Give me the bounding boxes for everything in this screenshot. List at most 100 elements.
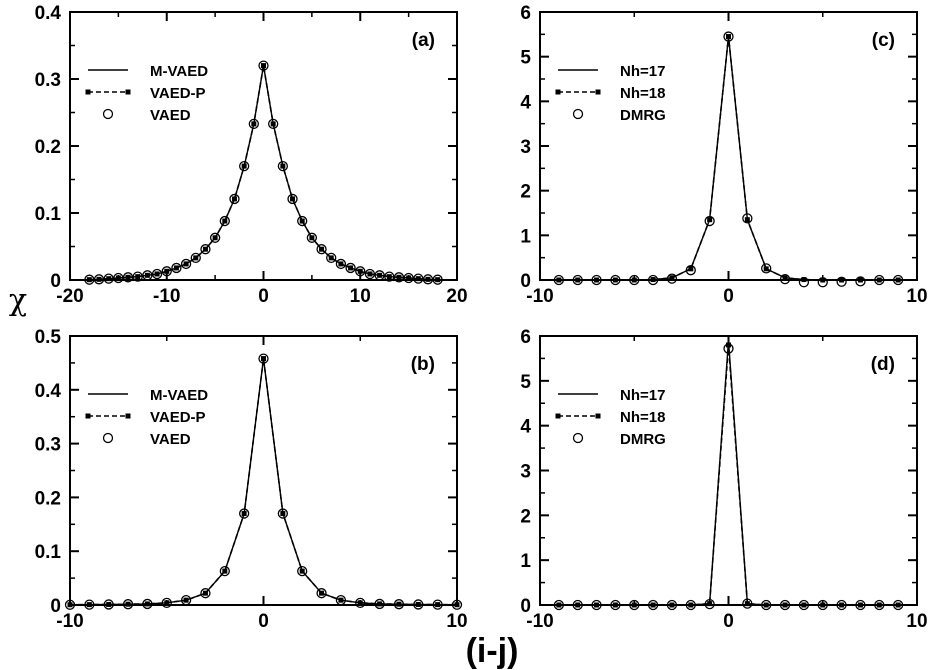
plot-frame [539, 335, 918, 606]
data-point-circle [874, 599, 885, 611]
legend-marker-square [125, 89, 131, 95]
data-point-circle [238, 508, 250, 519]
data-point-circle [200, 244, 211, 255]
data-point-circle [451, 599, 463, 610]
data-point-circle [893, 599, 904, 611]
legend-marker-square [595, 413, 601, 419]
y-tick-label: 6 [520, 327, 531, 348]
y-tick-label: 3 [520, 137, 531, 158]
data-point-circle [238, 160, 250, 172]
data-point-square [556, 277, 562, 283]
data-point-square [67, 602, 73, 608]
data-point-circle [893, 274, 904, 286]
x-tick-label: -10 [56, 611, 83, 632]
data-point-circle [297, 215, 308, 227]
data-point-circle [798, 599, 810, 611]
data-point-circle [742, 213, 753, 224]
data-point-square [895, 277, 901, 283]
data-point-circle [209, 232, 221, 243]
legend-marker-square [595, 89, 601, 95]
data-point-circle [666, 273, 678, 284]
data-point-circle [345, 262, 356, 274]
data-point-circle [142, 598, 153, 610]
data-point-circle [64, 599, 76, 610]
data-point-circle [277, 508, 289, 519]
data-point-circle [151, 268, 163, 280]
data-point-circle [704, 598, 715, 610]
legend-entry: VAED-P [150, 85, 206, 102]
data-point-circle [629, 274, 640, 286]
data-point-circle [277, 160, 289, 172]
data-point-circle [798, 277, 810, 288]
data-point-circle [836, 276, 847, 287]
data-point-circle [817, 599, 828, 611]
data-point-circle [742, 598, 753, 609]
series-line-nh=18 [558, 36, 899, 281]
data-point-circle [248, 118, 259, 130]
data-point-circle [161, 597, 172, 608]
plot-frame [539, 11, 918, 281]
y-tick-label: 0.5 [35, 327, 62, 348]
data-point-circle [93, 274, 105, 285]
data-point-square [435, 277, 441, 283]
data-point-square [454, 602, 460, 608]
data-point-circle [432, 599, 443, 610]
data-point-circle [161, 266, 172, 277]
data-point-circle [855, 276, 866, 287]
data-point-circle [393, 599, 405, 610]
y-tick-label: 0 [50, 271, 61, 292]
legend-entry: VAED-P [150, 409, 206, 426]
y-tick-label: 0.3 [35, 435, 61, 456]
x-tick-label: -10 [526, 286, 553, 307]
data-point-circle [374, 598, 385, 610]
legend-entry: VAED [150, 107, 191, 124]
data-point-circle [258, 353, 269, 364]
x-tick-label: 10 [906, 286, 927, 307]
data-point-circle [171, 262, 182, 274]
data-point-circle [723, 31, 734, 42]
data-point-circle [335, 595, 347, 606]
legend-entry: VAED [150, 431, 191, 448]
legend-marker-circle [572, 108, 584, 120]
data-point-circle [326, 252, 337, 264]
data-point-circle [572, 274, 583, 286]
series-line-m-vaed [69, 358, 458, 606]
data-point-circle [393, 272, 405, 283]
panel-label: (c) [872, 30, 895, 51]
y-tick-label: 1 [520, 551, 531, 572]
data-point-circle [572, 599, 583, 611]
data-point-circle [779, 599, 791, 611]
panel-label: (d) [871, 354, 895, 375]
data-point-circle [355, 597, 366, 608]
data-point-circle [685, 265, 696, 276]
y-tick-label: 6 [520, 3, 531, 24]
legend-marker-square [555, 413, 561, 419]
data-point-circle [103, 599, 114, 610]
x-tick-label: -10 [153, 286, 180, 307]
legend-marker-square [85, 89, 91, 95]
data-point-circle [610, 599, 621, 611]
data-point-circle [403, 272, 414, 284]
x-tick-label: 0 [723, 286, 734, 307]
data-point-circle [779, 273, 791, 285]
x-tick-label: 10 [906, 611, 927, 632]
y-tick-label: 0.1 [35, 204, 62, 225]
data-point-circle [132, 271, 143, 282]
x-tick-label: 10 [350, 286, 371, 307]
data-point-circle [180, 595, 192, 606]
data-point-circle [432, 274, 443, 285]
data-point-circle [287, 193, 298, 205]
data-point-circle [647, 599, 659, 611]
data-point-circle [142, 270, 153, 281]
data-point-circle [258, 60, 269, 71]
data-point-circle [200, 588, 211, 599]
data-point-square [895, 602, 901, 608]
data-point-circle [84, 599, 95, 610]
y-tick-label: 0.1 [35, 542, 62, 563]
data-point-circle [316, 244, 327, 255]
x-tick-label: 0 [258, 286, 269, 307]
y-tick-label: 0.2 [35, 488, 61, 509]
x-tick-label: 0 [723, 611, 734, 632]
data-point-circle [364, 268, 376, 280]
